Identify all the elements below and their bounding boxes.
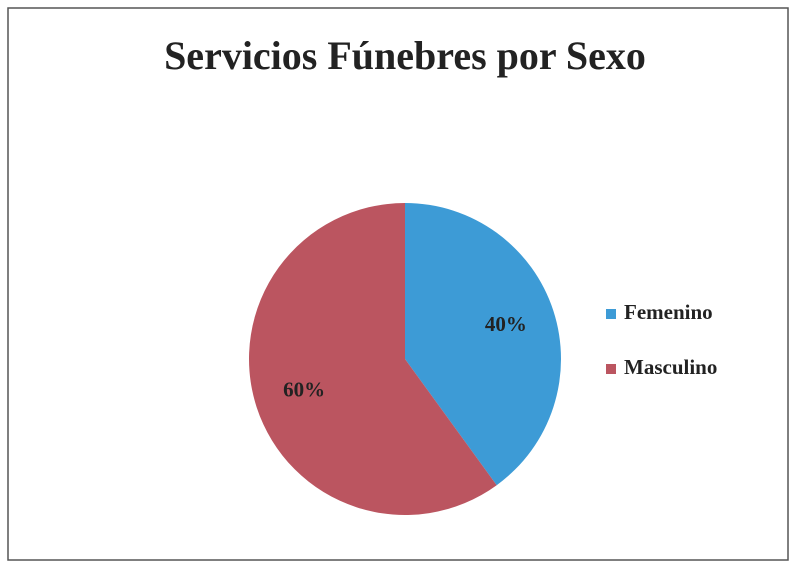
legend-swatch bbox=[606, 309, 616, 319]
chart-title: Servicios Fúnebres por Sexo bbox=[164, 33, 646, 78]
data-label: 40% bbox=[485, 312, 527, 336]
legend-label: Masculino bbox=[624, 355, 717, 379]
pie-slice bbox=[405, 203, 562, 486]
legend-swatch bbox=[606, 364, 616, 374]
pie-slice bbox=[249, 203, 497, 515]
legend-label: Femenino bbox=[624, 300, 713, 324]
data-label: 60% bbox=[283, 378, 325, 402]
